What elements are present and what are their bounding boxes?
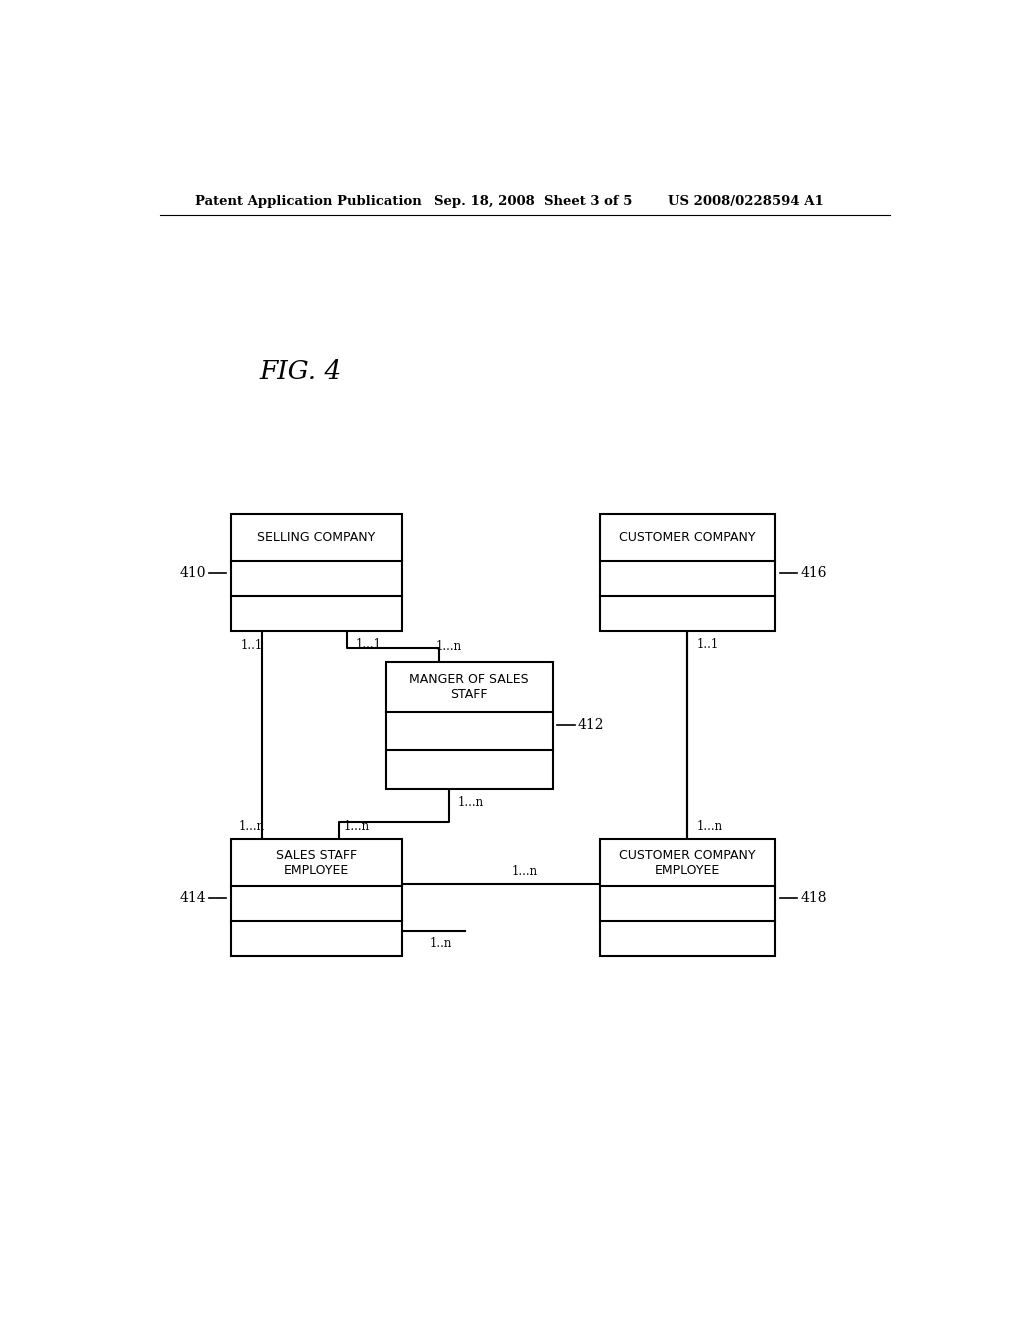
Text: 1...1: 1...1	[355, 638, 381, 651]
Text: 1...n: 1...n	[457, 796, 483, 809]
Bar	[231, 840, 401, 956]
Text: 1...n: 1...n	[512, 865, 538, 878]
Text: CUSTOMER COMPANY
EMPLOYEE: CUSTOMER COMPANY EMPLOYEE	[620, 849, 756, 876]
Text: 1...n: 1...n	[239, 820, 264, 833]
Bar	[231, 515, 401, 631]
Text: 1...n: 1...n	[697, 820, 723, 833]
Text: 418: 418	[800, 891, 826, 904]
Bar	[386, 661, 553, 788]
Text: 1...n: 1...n	[435, 640, 462, 653]
Text: 410: 410	[179, 565, 206, 579]
Text: SELLING COMPANY: SELLING COMPANY	[257, 531, 376, 544]
Text: US 2008/0228594 A1: US 2008/0228594 A1	[668, 194, 823, 207]
Text: CUSTOMER COMPANY: CUSTOMER COMPANY	[620, 531, 756, 544]
Text: 1..n: 1..n	[430, 937, 452, 949]
Text: FIG. 4: FIG. 4	[259, 359, 341, 384]
Text: Sep. 18, 2008  Sheet 3 of 5: Sep. 18, 2008 Sheet 3 of 5	[433, 194, 632, 207]
Bar	[600, 840, 775, 956]
Text: MANGER OF SALES
STAFF: MANGER OF SALES STAFF	[410, 673, 529, 701]
Bar	[600, 515, 775, 631]
Text: 414: 414	[179, 891, 206, 904]
Text: 1..1: 1..1	[241, 639, 263, 652]
Text: 416: 416	[800, 565, 826, 579]
Text: 412: 412	[578, 718, 604, 733]
Text: 1...n: 1...n	[343, 820, 370, 833]
Text: SALES STAFF
EMPLOYEE: SALES STAFF EMPLOYEE	[275, 849, 357, 876]
Text: Patent Application Publication: Patent Application Publication	[196, 194, 422, 207]
Text: 1..1: 1..1	[697, 638, 719, 651]
